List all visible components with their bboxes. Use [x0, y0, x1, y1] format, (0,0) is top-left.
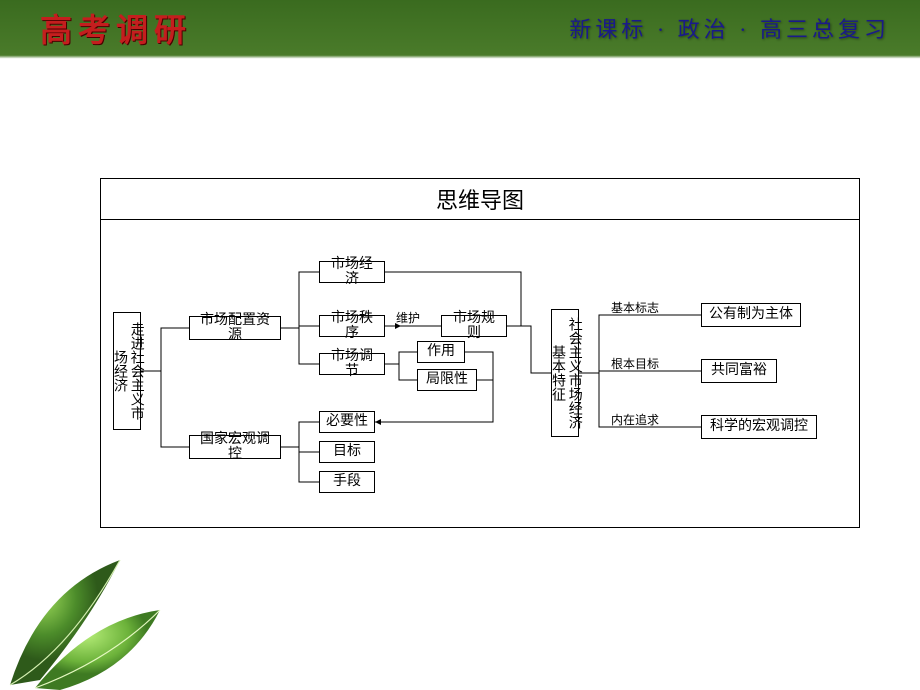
node-limit: 局限性 [417, 369, 477, 391]
header-title: 高考调研 [40, 5, 192, 51]
node-order: 市场秩序 [319, 315, 385, 337]
node-necess: 必要性 [319, 411, 375, 433]
node-adjust: 市场调节 [319, 353, 385, 375]
node-macro: 国家宏观调控 [189, 435, 281, 459]
node-feat: 社会主义市场经济基本特征 [551, 309, 579, 437]
node-alloc: 市场配置资源 [189, 316, 281, 340]
node-public: 公有制为主体 [701, 303, 801, 327]
label-fund: 根本目标 [611, 355, 659, 372]
node-goal: 目标 [319, 441, 375, 463]
node-rich: 共同富裕 [701, 359, 777, 383]
node-mecon: 市场经济 [319, 261, 385, 283]
header-subtitle: 新课标 · 政治 · 高三总复习 [569, 12, 890, 44]
mindmap-frame: 思维导图 走进社会主义市场经济 市场配置资源 国家宏观调控 市场经济 市场秩序 … [100, 178, 860, 528]
leaf-decoration-icon [0, 530, 170, 690]
node-rules: 市场规则 [441, 315, 507, 337]
label-maintain: 维护 [396, 309, 420, 326]
label-basic: 基本标志 [611, 299, 659, 316]
node-means: 手段 [319, 471, 375, 493]
mindmap-diagram: 走进社会主义市场经济 市场配置资源 国家宏观调控 市场经济 市场秩序 市场调节 … [101, 217, 859, 527]
node-sci: 科学的宏观调控 [701, 415, 817, 439]
node-role: 作用 [417, 341, 465, 363]
label-inner: 内在追求 [611, 411, 659, 428]
node-root: 走进社会主义市场经济 [113, 312, 141, 430]
slide-header: 高考调研 新课标 · 政治 · 高三总复习 [0, 0, 920, 55]
mindmap-title: 思维导图 [101, 179, 859, 220]
